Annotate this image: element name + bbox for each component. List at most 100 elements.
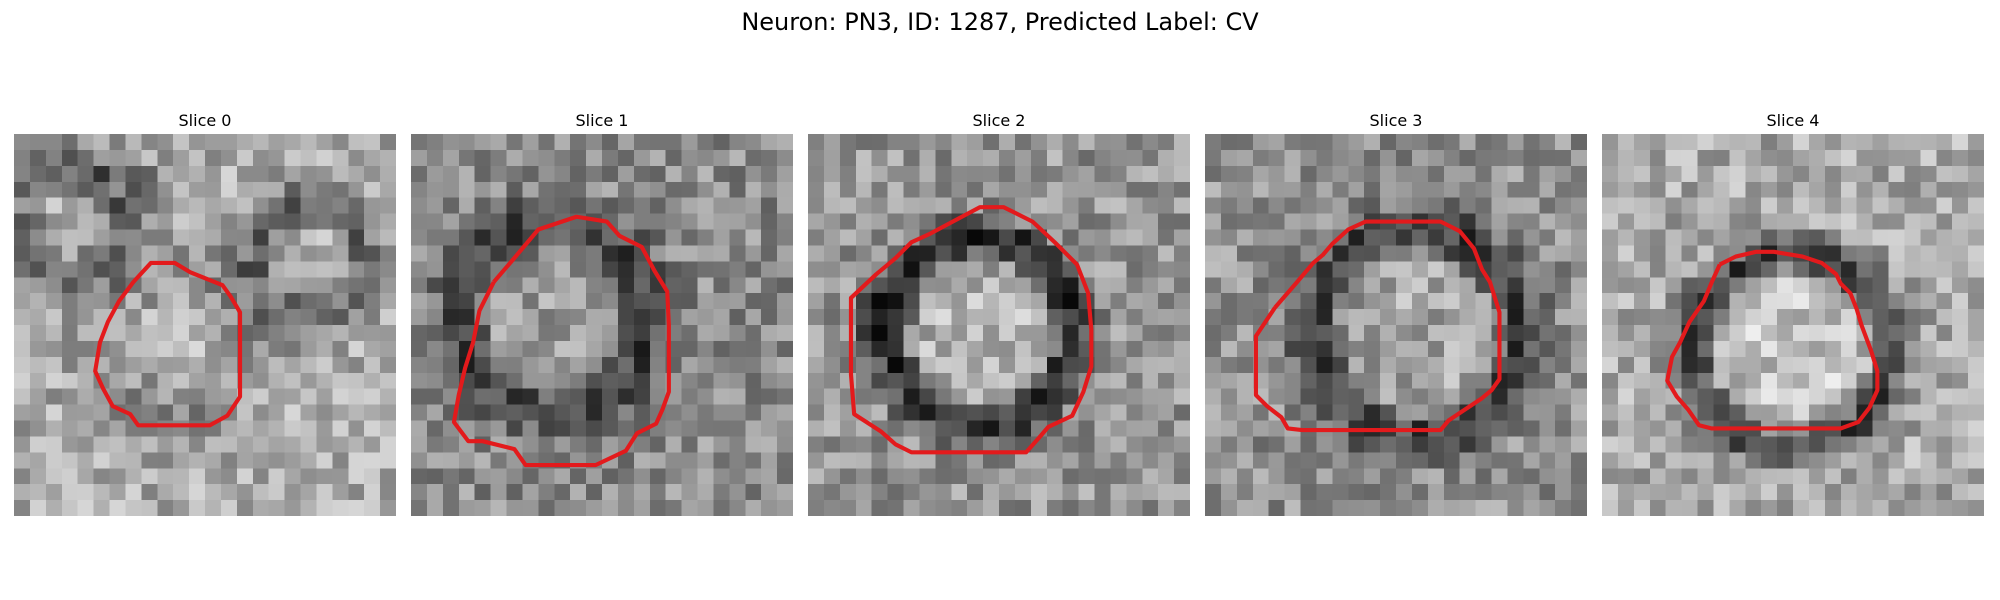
image-pixel xyxy=(1840,468,1857,485)
image-pixel xyxy=(1062,165,1079,183)
image-pixel xyxy=(1681,484,1698,501)
image-pixel xyxy=(205,484,222,501)
image-pixel xyxy=(745,356,762,374)
image-pixel xyxy=(93,181,110,198)
image-pixel xyxy=(1300,500,1317,516)
image-pixel xyxy=(1284,181,1301,198)
image-pixel xyxy=(761,340,778,358)
image-pixel xyxy=(808,293,825,310)
image-pixel xyxy=(1396,468,1413,485)
image-pixel xyxy=(1316,134,1333,151)
image-pixel xyxy=(316,165,333,183)
image-pixel xyxy=(1602,452,1619,469)
image-pixel xyxy=(109,325,126,342)
image-pixel xyxy=(919,293,936,310)
image-pixel xyxy=(1316,404,1333,421)
image-pixel xyxy=(1681,452,1698,469)
image-pixel xyxy=(999,468,1016,485)
image-pixel xyxy=(1507,436,1524,453)
image-pixel xyxy=(93,484,110,501)
image-pixel xyxy=(14,484,31,501)
image-pixel xyxy=(570,404,587,421)
image-pixel xyxy=(1936,420,1953,437)
image-pixel xyxy=(411,245,428,262)
image-pixel xyxy=(1856,229,1873,246)
image-pixel xyxy=(538,277,555,294)
image-pixel xyxy=(1856,165,1873,183)
image-pixel xyxy=(1968,293,1984,310)
image-pixel xyxy=(1252,149,1269,167)
image-pixel xyxy=(14,404,31,421)
image-pixel xyxy=(426,484,444,501)
image-pixel xyxy=(77,500,94,516)
image-pixel xyxy=(745,229,762,246)
image-pixel xyxy=(380,165,396,183)
image-pixel xyxy=(983,484,1000,501)
image-pixel xyxy=(554,197,571,214)
image-pixel xyxy=(442,388,460,405)
image-pixel xyxy=(1062,436,1079,453)
image-pixel xyxy=(14,149,31,167)
image-pixel xyxy=(1571,261,1587,278)
image-pixel xyxy=(967,484,984,501)
image-pixel xyxy=(602,468,619,485)
image-pixel xyxy=(1062,261,1079,278)
image-pixel xyxy=(1268,293,1285,310)
image-pixel xyxy=(1555,181,1572,198)
image-pixel xyxy=(729,293,746,310)
image-pixel xyxy=(697,356,714,374)
image-pixel xyxy=(602,213,619,230)
image-pixel xyxy=(1793,261,1810,278)
image-pixel xyxy=(1681,261,1698,278)
image-pixel xyxy=(364,213,381,230)
image-pixel xyxy=(617,372,635,389)
image-pixel xyxy=(935,404,952,421)
image-pixel xyxy=(839,420,857,437)
image-pixel xyxy=(1459,197,1476,214)
image-pixel xyxy=(919,340,936,358)
image-pixel xyxy=(1665,165,1682,183)
image-pixel xyxy=(1332,149,1349,167)
image-pixel xyxy=(29,197,47,214)
image-pixel xyxy=(1380,181,1397,198)
image-pixel xyxy=(29,372,47,389)
image-pixel xyxy=(1649,404,1666,421)
image-pixel xyxy=(1617,309,1635,326)
image-pixel xyxy=(1443,261,1460,278)
image-pixel xyxy=(1284,500,1301,516)
image-pixel xyxy=(586,372,603,389)
image-pixel xyxy=(729,404,746,421)
image-pixel xyxy=(1777,340,1794,358)
image-pixel xyxy=(1268,261,1285,278)
image-pixel xyxy=(1872,213,1889,230)
image-pixel xyxy=(1808,181,1826,198)
image-pixel xyxy=(1872,468,1889,485)
image-pixel xyxy=(538,149,555,167)
image-pixel xyxy=(1888,293,1905,310)
image-pixel xyxy=(1475,134,1492,151)
image-pixel xyxy=(1220,436,1238,453)
image-pixel xyxy=(681,149,698,167)
image-pixel xyxy=(1030,500,1048,516)
image-pixel xyxy=(1602,468,1619,485)
image-pixel xyxy=(1856,197,1873,214)
image-pixel xyxy=(1078,500,1095,516)
image-pixel xyxy=(887,213,904,230)
image-pixel xyxy=(935,500,952,516)
image-pixel xyxy=(189,213,206,230)
image-pixel xyxy=(1427,468,1445,485)
image-pixel xyxy=(823,484,841,501)
image-pixel xyxy=(1888,277,1905,294)
image-pixel xyxy=(1523,452,1540,469)
image-pixel xyxy=(538,181,555,198)
image-pixel xyxy=(284,213,301,230)
image-pixel xyxy=(1268,149,1285,167)
image-pixel xyxy=(458,261,475,278)
image-pixel xyxy=(61,356,78,374)
image-pixel xyxy=(1300,452,1317,469)
image-pixel xyxy=(332,181,349,198)
image-pixel xyxy=(268,165,285,183)
image-pixel xyxy=(348,134,365,151)
image-pixel xyxy=(1824,149,1842,167)
image-pixel xyxy=(93,452,110,469)
